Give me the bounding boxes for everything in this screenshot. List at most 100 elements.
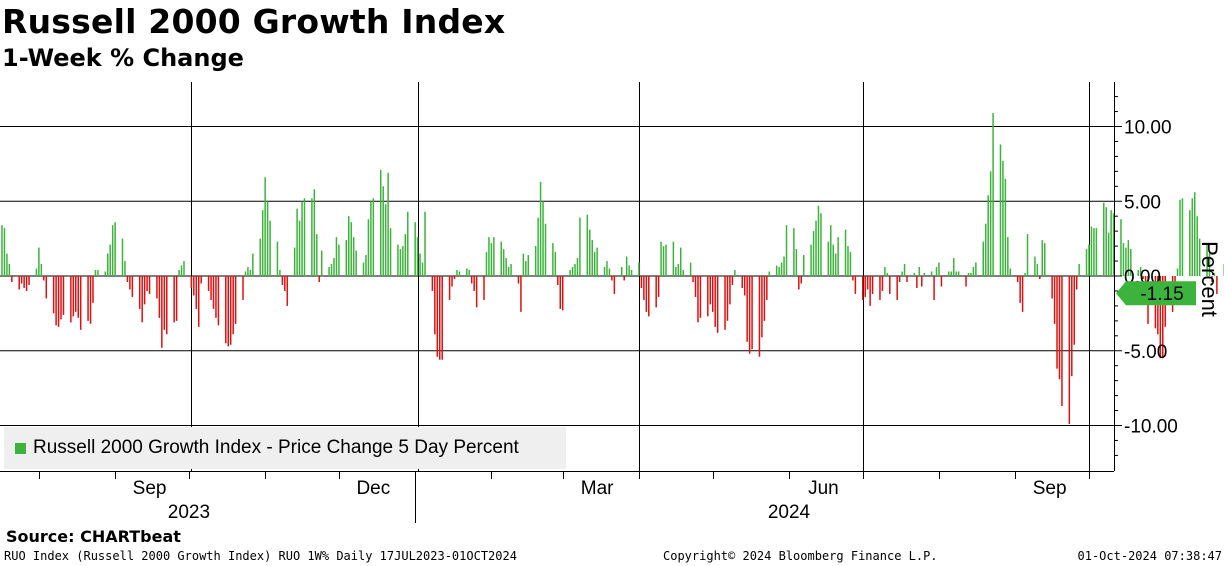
bar-281: [967, 273, 970, 276]
bar-110: [379, 169, 382, 276]
bar-73: [249, 270, 252, 276]
bar-2: [6, 253, 8, 276]
bar-344: [1181, 198, 1184, 276]
bar-124: [424, 211, 426, 276]
y-tick-label-3: -5.00: [1124, 342, 1167, 363]
bar-217: [746, 276, 748, 342]
bar-96: [330, 264, 333, 276]
bar-264: [906, 276, 908, 282]
bar-353: [1213, 273, 1216, 276]
bar-57: [195, 276, 198, 309]
bar-266: [916, 276, 918, 288]
bar-349: [1198, 238, 1201, 277]
bar-163: [559, 276, 562, 309]
bar-324: [1112, 213, 1115, 276]
bar-295: [1016, 276, 1019, 282]
bar-91: [313, 189, 316, 276]
bar-34: [114, 222, 116, 276]
bar-105: [362, 262, 365, 276]
last-value-label: -1.15: [1140, 284, 1183, 305]
year-label-1: 2024: [768, 502, 811, 523]
bar-25: [87, 276, 89, 321]
bar-325: [1120, 219, 1122, 276]
bar-48: [163, 276, 166, 330]
bar-342: [1176, 268, 1179, 276]
bar-115: [397, 244, 399, 276]
bar-92: [316, 234, 318, 276]
bar-39: [131, 276, 134, 297]
bar-85: [293, 247, 296, 276]
bar-248: [852, 276, 854, 281]
bar-126: [434, 276, 436, 335]
bar-199: [682, 270, 684, 276]
bar-35: [121, 238, 124, 277]
bar-219: [751, 276, 753, 350]
bar-136: [468, 270, 471, 276]
source-label: Source: CHARTbeat: [6, 527, 181, 546]
bar-101: [348, 216, 350, 276]
bar-258: [886, 273, 889, 276]
bar-329: [1130, 249, 1132, 276]
bar-257: [884, 267, 886, 276]
bar-278: [955, 271, 957, 276]
bar-197: [677, 264, 680, 276]
bar-293: [1007, 237, 1009, 276]
bar-255: [879, 276, 881, 300]
bar-52: [178, 270, 180, 276]
bar-320: [1103, 202, 1105, 276]
last-value-tag: [1116, 281, 1196, 306]
bar-156: [537, 217, 539, 276]
bar-171: [589, 229, 591, 276]
bar-220: [758, 276, 761, 357]
bar-114: [389, 228, 392, 276]
chart-title: Russell 2000 Growth Index: [2, 2, 506, 41]
bar-352: [1211, 276, 1213, 282]
bar-218: [748, 276, 751, 354]
bar-279: [957, 271, 960, 276]
bar-71: [244, 271, 247, 276]
bar-69: [234, 276, 237, 324]
bar-294: [1009, 268, 1012, 276]
bar-29: [97, 270, 99, 276]
bar-58: [197, 276, 200, 327]
bar-202: [694, 276, 697, 297]
bar-176: [606, 261, 608, 276]
bar-308: [1058, 276, 1061, 380]
bar-180: [620, 267, 623, 276]
bar-210: [724, 276, 726, 330]
bar-222: [763, 276, 766, 321]
bar-311: [1071, 276, 1073, 377]
bar-186: [640, 276, 643, 288]
bar-247: [849, 252, 852, 276]
bar-241: [830, 225, 832, 276]
bar-56: [193, 276, 195, 296]
bar-33: [111, 225, 114, 276]
bar-135: [466, 268, 468, 276]
bar-93: [318, 276, 320, 282]
bar-158: [542, 201, 544, 276]
bar-225: [775, 265, 778, 276]
bar-205: [707, 276, 709, 317]
bar-64: [217, 276, 220, 326]
bar-12: [40, 264, 43, 276]
bar-6: [20, 276, 23, 284]
bar-253: [869, 276, 871, 306]
bar-27: [92, 276, 94, 303]
bar-7: [23, 276, 25, 288]
bar-345: [1189, 210, 1191, 276]
bar-134: [458, 271, 461, 276]
bar-206: [709, 276, 712, 305]
bar-178: [611, 276, 613, 281]
bar-41: [141, 276, 143, 323]
bar-5: [18, 276, 20, 290]
bar-291: [1002, 160, 1004, 276]
bar-309: [1061, 276, 1063, 407]
bar-190: [655, 276, 657, 308]
bar-108: [370, 201, 372, 276]
bar-235: [810, 244, 812, 276]
bar-286: [984, 223, 987, 276]
bar-61: [210, 276, 212, 300]
bar-223: [766, 276, 768, 300]
bar-19: [62, 276, 65, 315]
bar-221: [761, 276, 763, 338]
